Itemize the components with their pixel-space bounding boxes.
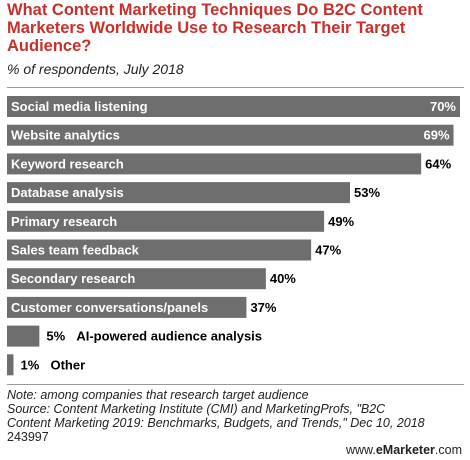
- bar-ai-powered-audience-analysis: [7, 325, 40, 347]
- brand-name: eMarketer: [375, 443, 435, 457]
- chart-title: What Content Marketing Techniques Do B2C…: [7, 1, 423, 55]
- chart-id: 243997: [7, 430, 49, 444]
- category-label: Primary research: [11, 214, 117, 229]
- bar-sales-team-feedback: [7, 239, 312, 261]
- bar-customer-conversations-panels: [7, 296, 247, 318]
- category-label: Sales team feedback: [11, 243, 140, 258]
- category-label: Other: [50, 357, 85, 372]
- bar-database-analysis: [7, 182, 350, 204]
- value-label: 5%: [46, 329, 65, 344]
- bar-website-analytics: [7, 124, 454, 146]
- bottom-divider: [7, 384, 464, 385]
- bar-social-media-listening: [7, 96, 460, 117]
- brand-prefix: www.: [345, 443, 376, 457]
- category-label: Customer conversations/panels: [11, 300, 208, 315]
- category-label: Secondary research: [11, 271, 135, 286]
- category-label: Database analysis: [11, 185, 124, 200]
- bar-secondary-research: [7, 268, 266, 290]
- value-label: 69%: [423, 128, 449, 143]
- footer-source-line-1: Source: Content Marketing Institute (CMI…: [7, 402, 386, 416]
- footer-note: Note: among companies that research targ…: [7, 388, 309, 402]
- category-label: Keyword research: [11, 156, 124, 171]
- footer-source-line-2: Content Marketing 2019: Benchmarks, Budg…: [7, 416, 425, 430]
- chart-footer: Note: among companies that research targ…: [7, 388, 425, 444]
- category-label: Social media listening: [11, 99, 148, 114]
- emarketer-brand[interactable]: www.eMarketer.com: [346, 443, 462, 457]
- value-label: 40%: [270, 271, 296, 286]
- chart-subtitle: % of respondents, July 2018: [7, 61, 184, 77]
- value-label: 47%: [315, 243, 341, 258]
- category-label: AI-powered audience analysis: [76, 329, 262, 344]
- value-label: 53%: [354, 185, 380, 200]
- top-divider: [7, 87, 464, 88]
- bar-other: [7, 354, 14, 376]
- bar-primary-research: [7, 210, 325, 232]
- value-label: 64%: [425, 156, 451, 171]
- value-label: 1%: [20, 357, 39, 372]
- brand-suffix: .com: [434, 443, 462, 457]
- value-label: 70%: [430, 99, 456, 114]
- value-label: 37%: [250, 300, 276, 315]
- category-label: Website analytics: [11, 128, 120, 143]
- value-label: 49%: [328, 214, 354, 229]
- bar-keyword-research: [7, 153, 422, 175]
